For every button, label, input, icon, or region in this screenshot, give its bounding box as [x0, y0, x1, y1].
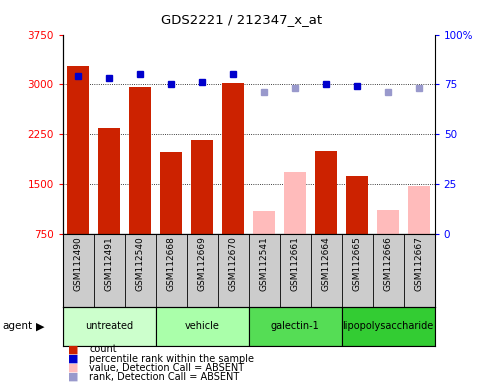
- Text: GSM112668: GSM112668: [167, 237, 176, 291]
- Bar: [284, 172, 306, 234]
- Text: value, Detection Call = ABSENT: value, Detection Call = ABSENT: [89, 363, 244, 373]
- Bar: [342, 307, 435, 346]
- Text: ▶: ▶: [36, 321, 44, 331]
- Bar: [249, 307, 342, 346]
- Text: GSM112670: GSM112670: [229, 237, 238, 291]
- Bar: [222, 83, 244, 234]
- Bar: [191, 140, 213, 234]
- Text: galectin-1: galectin-1: [271, 321, 320, 331]
- Text: GSM112661: GSM112661: [291, 237, 300, 291]
- Text: GSM112669: GSM112669: [198, 237, 207, 291]
- Text: agent: agent: [2, 321, 32, 331]
- Text: count: count: [89, 344, 117, 354]
- Text: GSM112540: GSM112540: [136, 237, 145, 291]
- Text: GSM112664: GSM112664: [322, 237, 331, 291]
- Text: ■: ■: [68, 372, 78, 382]
- Bar: [156, 307, 249, 346]
- Text: percentile rank within the sample: percentile rank within the sample: [89, 354, 255, 364]
- Bar: [160, 152, 182, 234]
- Bar: [63, 307, 156, 346]
- Bar: [408, 185, 430, 234]
- Text: rank, Detection Call = ABSENT: rank, Detection Call = ABSENT: [89, 372, 240, 382]
- Text: ■: ■: [68, 363, 78, 373]
- Bar: [254, 211, 275, 234]
- Text: GSM112491: GSM112491: [105, 237, 114, 291]
- Bar: [315, 151, 337, 234]
- Bar: [99, 128, 120, 234]
- Bar: [377, 210, 399, 234]
- Text: GSM112665: GSM112665: [353, 237, 362, 291]
- Bar: [346, 176, 368, 234]
- Text: ■: ■: [68, 354, 78, 364]
- Text: GSM112666: GSM112666: [384, 237, 393, 291]
- Text: lipopolysaccharide: lipopolysaccharide: [342, 321, 434, 331]
- Text: GDS2221 / 212347_x_at: GDS2221 / 212347_x_at: [161, 13, 322, 26]
- Text: vehicle: vehicle: [185, 321, 220, 331]
- Text: GSM112667: GSM112667: [415, 237, 424, 291]
- Bar: [68, 66, 89, 234]
- Text: GSM112490: GSM112490: [74, 237, 83, 291]
- Bar: [129, 87, 151, 234]
- Text: GSM112541: GSM112541: [260, 237, 269, 291]
- Text: ■: ■: [68, 344, 78, 354]
- Text: untreated: untreated: [85, 321, 133, 331]
